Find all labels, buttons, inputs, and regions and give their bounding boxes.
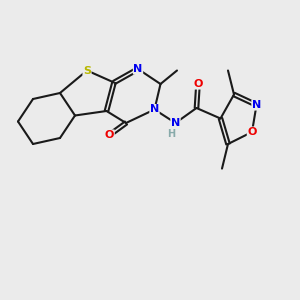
Text: N: N <box>171 118 180 128</box>
Text: O: O <box>247 127 257 137</box>
Text: O: O <box>105 130 114 140</box>
Text: N: N <box>134 64 142 74</box>
Text: H: H <box>167 129 175 140</box>
Text: O: O <box>193 79 203 89</box>
Text: N: N <box>252 100 261 110</box>
Text: N: N <box>150 104 159 115</box>
Text: S: S <box>83 65 91 76</box>
